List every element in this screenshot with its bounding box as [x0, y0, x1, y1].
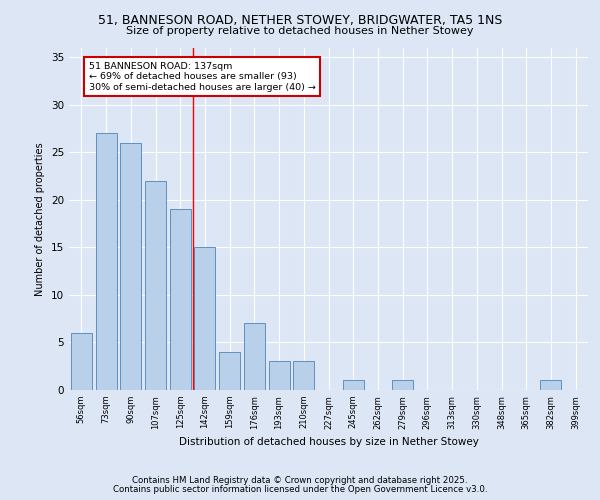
Bar [541, 380, 562, 390]
Text: 51, BANNESON ROAD, NETHER STOWEY, BRIDGWATER, TA5 1NS: 51, BANNESON ROAD, NETHER STOWEY, BRIDGW… [98, 14, 502, 27]
Bar [343, 380, 364, 390]
Bar [244, 324, 265, 390]
Text: Contains public sector information licensed under the Open Government Licence v3: Contains public sector information licen… [113, 485, 487, 494]
Y-axis label: Number of detached properties: Number of detached properties [35, 142, 46, 296]
Bar [219, 352, 240, 390]
Bar [170, 209, 191, 390]
Bar [145, 180, 166, 390]
Bar [293, 362, 314, 390]
Text: 51 BANNESON ROAD: 137sqm
← 69% of detached houses are smaller (93)
30% of semi-d: 51 BANNESON ROAD: 137sqm ← 69% of detach… [89, 62, 316, 92]
Text: Size of property relative to detached houses in Nether Stowey: Size of property relative to detached ho… [126, 26, 474, 36]
Bar [95, 133, 116, 390]
Bar [71, 333, 92, 390]
Text: Contains HM Land Registry data © Crown copyright and database right 2025.: Contains HM Land Registry data © Crown c… [132, 476, 468, 485]
Bar [269, 362, 290, 390]
Bar [194, 248, 215, 390]
X-axis label: Distribution of detached houses by size in Nether Stowey: Distribution of detached houses by size … [179, 437, 478, 447]
Bar [392, 380, 413, 390]
Bar [120, 142, 141, 390]
